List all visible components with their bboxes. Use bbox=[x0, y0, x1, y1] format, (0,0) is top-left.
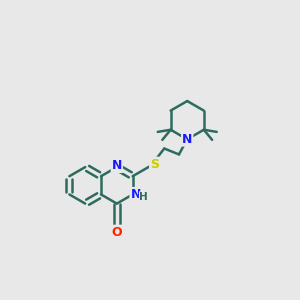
Text: O: O bbox=[112, 226, 122, 239]
Text: S: S bbox=[150, 158, 159, 171]
Text: H: H bbox=[140, 192, 148, 202]
Text: N: N bbox=[112, 159, 122, 172]
Text: N: N bbox=[130, 188, 141, 201]
Text: N: N bbox=[182, 133, 192, 146]
